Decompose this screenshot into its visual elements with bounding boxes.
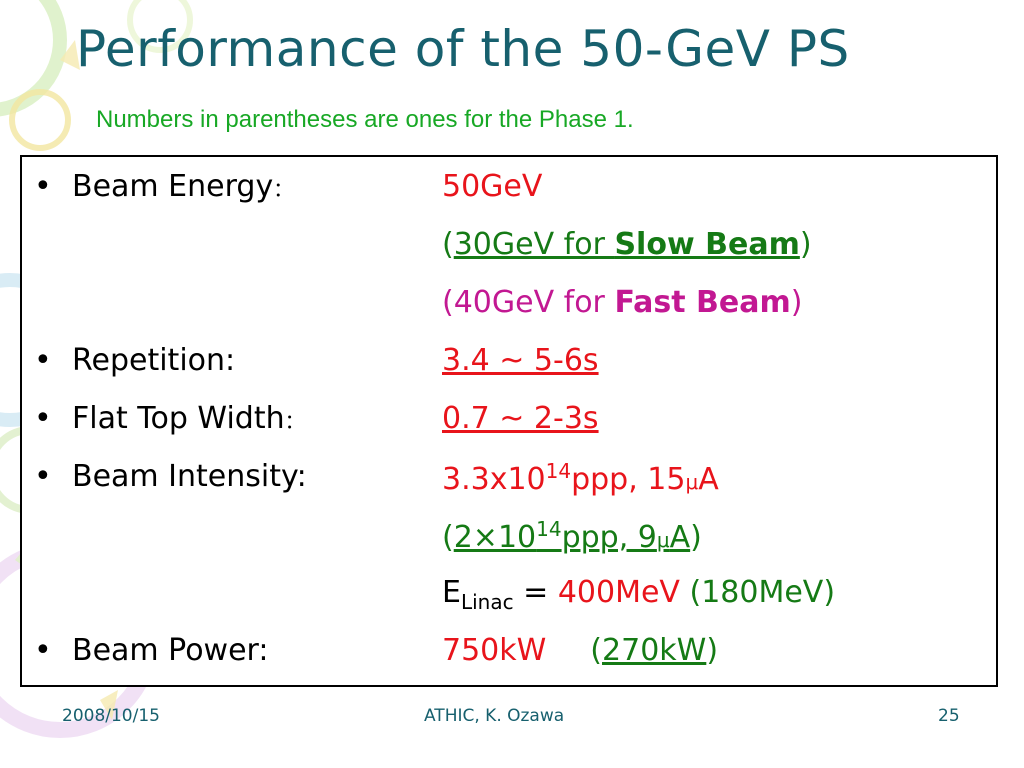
- paren-close: ): [690, 520, 702, 555]
- flat-top-label: Flat Top Width: [72, 401, 285, 436]
- bullet-icon: •: [34, 401, 52, 436]
- linac-energy: 400MeV: [557, 575, 680, 610]
- fast-beam-energy: (40GeV for: [442, 285, 615, 320]
- power-phase1-value: 270kW: [602, 633, 707, 668]
- bullet-icon: •: [34, 169, 52, 204]
- linac-subscript: Linac: [460, 590, 514, 614]
- linac-e: E: [442, 575, 461, 610]
- power-label: Beam Power:: [72, 633, 269, 668]
- linac-equals: =: [513, 575, 558, 610]
- intensity-phase1-exponent: 14: [536, 517, 562, 541]
- paren-open: (: [590, 633, 603, 668]
- power-value: 750kW: [442, 633, 547, 668]
- paren-close: ): [799, 227, 812, 262]
- footer-author: ATHIC, K. Ozawa: [424, 706, 565, 726]
- linac-energy-phase1: (180MeV): [679, 575, 836, 610]
- intensity-phase1-unit: A: [669, 520, 691, 555]
- bullet-icon: •: [34, 343, 52, 378]
- bullet-icon: •: [34, 459, 52, 494]
- intensity-base: 3.3x10: [442, 462, 546, 497]
- slide-title: Performance of the 50-GeV PS: [76, 20, 850, 78]
- intensity-tail: ppp, 15: [571, 462, 686, 497]
- paren-open: (: [442, 520, 454, 555]
- intensity-phase1-base: 2×10: [453, 520, 537, 555]
- mu-symbol: μ: [656, 528, 670, 552]
- footer-date: 2008/10/15: [62, 706, 160, 726]
- content-box: • Beam Energy： 50GeV (30GeV for Slow Beam…: [20, 155, 998, 687]
- intensity-exponent: 14: [545, 459, 572, 483]
- slow-beam-energy: 30GeV for: [453, 227, 615, 262]
- repetition-label: Repetition:: [72, 343, 236, 378]
- slide-subtitle: Numbers in parentheses are ones for the …: [96, 106, 634, 133]
- label-colon: ：: [273, 177, 294, 201]
- fast-beam-label: Fast Beam: [614, 285, 791, 320]
- flat-top-value: 0.7 ~ 2-3s: [442, 401, 599, 436]
- paren-close: ): [790, 285, 803, 320]
- slow-beam-label: Slow Beam: [614, 227, 800, 262]
- intensity-label: Beam Intensity:: [72, 459, 307, 494]
- beam-energy-value: 50GeV: [442, 169, 543, 204]
- paren-close: ): [706, 633, 719, 668]
- mu-symbol: μ: [685, 470, 699, 494]
- paren-open: (: [442, 227, 454, 262]
- repetition-value: 3.4 ~ 5-6s: [442, 343, 599, 378]
- label-colon: ：: [284, 409, 305, 433]
- bullet-icon: •: [34, 633, 52, 668]
- intensity-unit: A: [698, 462, 719, 497]
- intensity-value: 3.3x1014ppp, 15μA: [442, 459, 719, 497]
- page-number: 25: [938, 706, 960, 726]
- beam-energy-label: Beam Energy: [72, 169, 274, 204]
- intensity-phase1-tail: ppp, 9: [561, 520, 657, 555]
